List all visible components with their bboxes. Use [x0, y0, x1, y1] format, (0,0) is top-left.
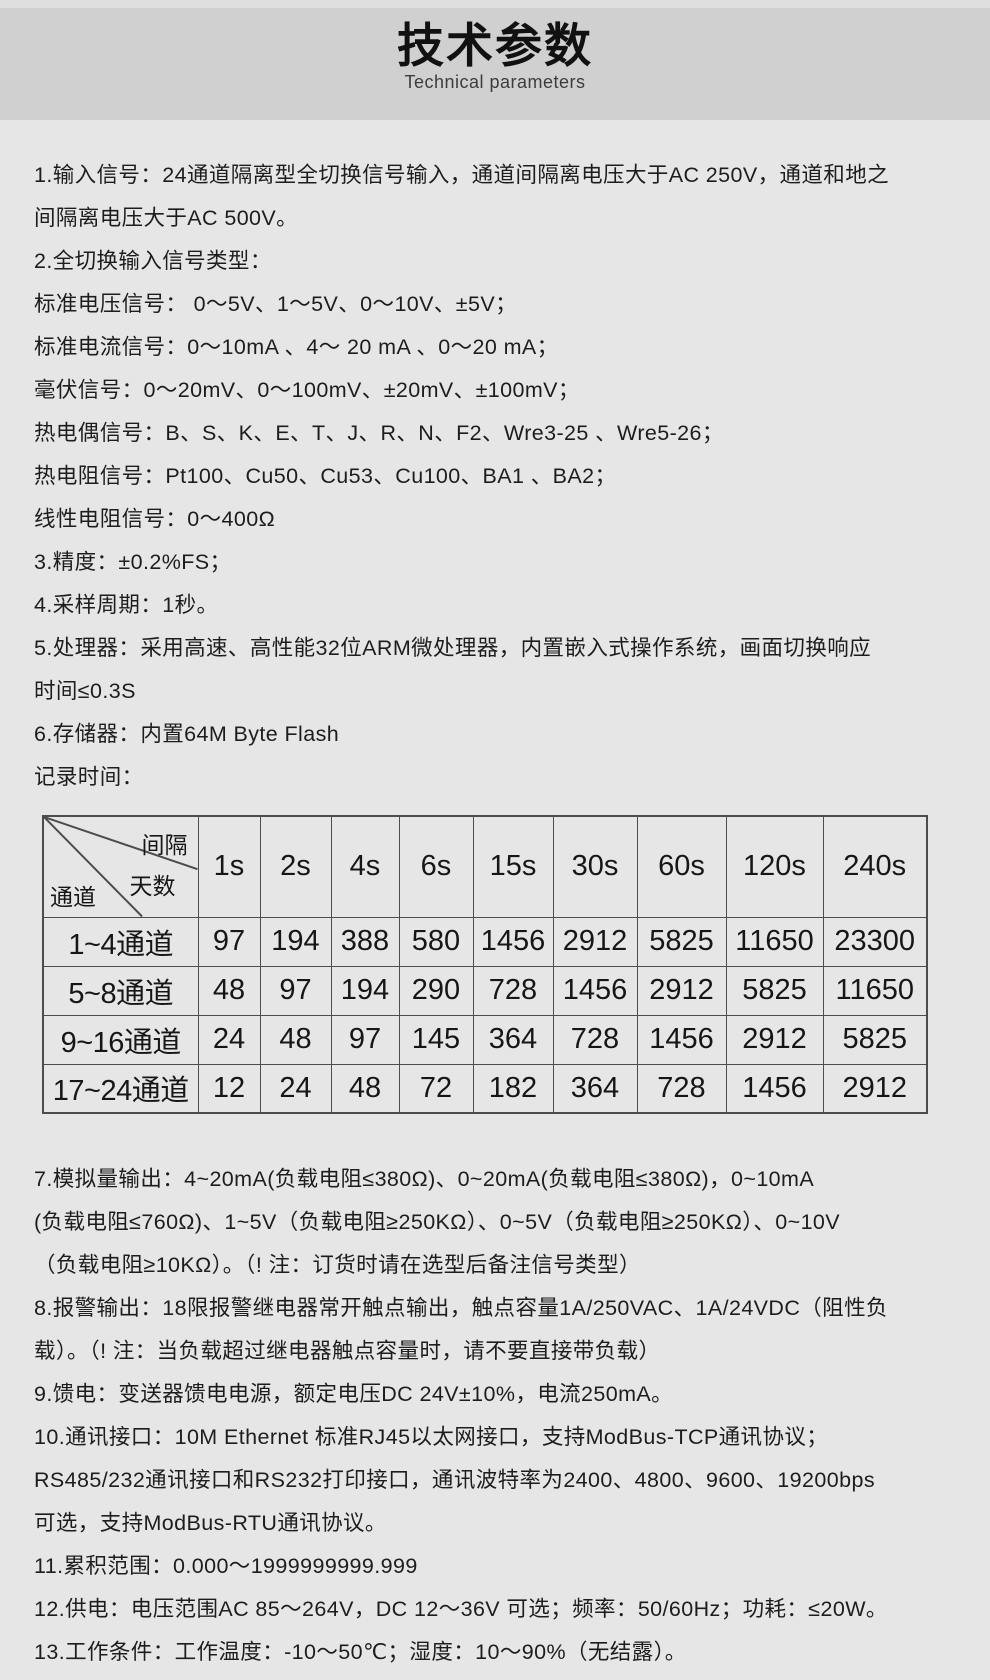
cell: 2912: [552, 916, 638, 967]
cell: 580: [398, 916, 474, 967]
cell: 97: [197, 916, 261, 967]
page-title: 技术参数: [397, 19, 593, 72]
spec-line-comm-interface-cont1: RS485/232通讯接口和RS232打印接口，通讯波特率为2400、4800、…: [34, 1468, 875, 1492]
table-row-ch17-24: 17~24通道 12 24 48 72 182 364 728 1456 291…: [42, 1063, 928, 1114]
cell: 97: [259, 965, 332, 1016]
cell: 2912: [822, 1063, 928, 1114]
cell: 11650: [725, 916, 824, 967]
column-header-2s: 2s: [259, 815, 332, 918]
cell: 194: [259, 916, 332, 967]
cell: 1456: [472, 916, 554, 967]
spec-line-sampling-period: 4.采样周期：1秒。: [34, 593, 219, 617]
content: 1.输入信号：24通道隔离型全切换信号输入，通道间隔离电压大于AC 250V，通…: [0, 120, 990, 1674]
spec-line-working-conditions: 13.工作条件：工作温度：-10～50℃；湿度：10～90%（无结露）。: [34, 1640, 687, 1664]
cell: 728: [552, 1014, 638, 1065]
table-header-row: 间隔 天数 通道 1s 2s 4s 6s 15s 30s 60s 120s 24…: [42, 815, 928, 918]
table-row-ch1-4: 1~4通道 97 194 388 580 1456 2912 5825 1165…: [42, 916, 928, 967]
cell: 728: [636, 1063, 727, 1114]
cell: 48: [197, 965, 261, 1016]
row-label: 9~16通道: [42, 1014, 199, 1065]
spec-line-alarm-output: 8.报警输出：18限报警继电器常开触点输出，触点容量1A/250VAC、1A/2…: [34, 1296, 888, 1320]
corner-label-days: 天数: [129, 872, 176, 899]
spec-line-feed-power: 9.馈电：变送器馈电电源，额定电压DC 24V±10%，电流250mA。: [34, 1382, 674, 1406]
top-strip: [0, 0, 990, 8]
column-header-1s: 1s: [197, 815, 261, 918]
cell: 5825: [725, 965, 824, 1016]
column-header-30s: 30s: [552, 815, 638, 918]
spec-line-rtd-signal: 热电阻信号：Pt100、Cu50、Cu53、Cu100、BA1 、BA2；: [34, 464, 617, 488]
cell: 364: [472, 1014, 554, 1065]
spec-line-current-signal: 标准电流信号：0～10mA 、4～ 20 mA 、0～20 mA；: [34, 335, 559, 359]
spec-line-alarm-output-cont: 载）。（! 注：当负载超过继电器触点容量时，请不要直接带负载）: [34, 1339, 661, 1363]
spec-line-record-time-label: 记录时间：: [34, 765, 144, 789]
cell: 5825: [636, 916, 727, 967]
table-row-ch9-16: 9~16通道 24 48 97 145 364 728 1456 2912 58…: [42, 1014, 928, 1065]
spec-line-voltage-signal: 标准电压信号： 0～5V、1～5V、0～10V、±5V；: [34, 292, 517, 316]
cell: 1456: [725, 1063, 824, 1114]
spec-line-millivolt-signal: 毫伏信号：0～20mV、0～100mV、±20mV、±100mV；: [34, 378, 580, 402]
row-label: 1~4通道: [42, 916, 199, 967]
spec-line-thermocouple-signal: 热电偶信号：B、S、K、E、T、J、R、N、F2、Wre3-25 、Wre5-2…: [34, 421, 724, 445]
cell: 2912: [725, 1014, 824, 1065]
spec-line-memory: 6.存储器：内置64M Byte Flash: [34, 722, 340, 746]
cell: 145: [398, 1014, 474, 1065]
column-header-60s: 60s: [636, 815, 727, 918]
cell: 23300: [822, 916, 928, 967]
cell: 364: [552, 1063, 638, 1114]
cell: 24: [259, 1063, 332, 1114]
cell: 1456: [552, 965, 638, 1016]
spec-line-analog-output: 7.模拟量输出：4~20mA(负载电阻≤380Ω)、0~20mA(负载电阻≤38…: [34, 1167, 815, 1191]
column-header-6s: 6s: [398, 815, 474, 918]
column-header-240s: 240s: [822, 815, 928, 918]
spec-line-comm-interface: 10.通讯接口：10M Ethernet 标准RJ45以太网接口，支持ModBu…: [34, 1425, 829, 1449]
cell: 1456: [636, 1014, 727, 1065]
spec-line-linear-resistance: 线性电阻信号：0～400Ω: [34, 507, 276, 531]
spec-line-input-signal: 1.输入信号：24通道隔离型全切换信号输入，通道间隔离电压大于AC 250V，通…: [34, 163, 890, 187]
record-time-table: 间隔 天数 通道 1s 2s 4s 6s 15s 30s 60s 120s 24…: [42, 815, 928, 1114]
spec-line-processor-cont: 时间≤0.3S: [34, 679, 136, 703]
spec-line-power-supply: 12.供电：电压范围AC 85～264V，DC 12～36V 可选；频率：50/…: [34, 1597, 888, 1621]
cell: 12: [197, 1063, 261, 1114]
cell: 388: [330, 916, 400, 967]
spec-line-processor: 5.处理器：采用高速、高性能32位ARM微处理器，内置嵌入式操作系统，画面切换响…: [34, 636, 872, 660]
spec-line-accumulation-range: 11.累积范围：0.000～1999999999.999: [34, 1554, 418, 1578]
column-header-120s: 120s: [725, 815, 824, 918]
cell: 194: [330, 965, 400, 1016]
spec-line-comm-interface-cont2: 可选，支持ModBus-RTU通讯协议。: [34, 1511, 387, 1535]
cell: 2912: [636, 965, 727, 1016]
column-header-4s: 4s: [330, 815, 400, 918]
corner-label-interval: 间隔: [141, 832, 188, 858]
page-subtitle: Technical parameters: [404, 71, 586, 92]
spec-line-signal-types: 2.全切换输入信号类型：: [34, 249, 272, 273]
corner-label-channel: 通道: [50, 883, 96, 910]
cell: 290: [398, 965, 474, 1016]
spec-line-analog-output-cont1: (负载电阻≤760Ω)、1~5V（负载电阻≥250KΩ）、0~5V（负载电阻≥2…: [34, 1210, 841, 1234]
table-row-ch5-8: 5~8通道 48 97 194 290 728 1456 2912 5825 1…: [42, 965, 928, 1016]
row-label: 17~24通道: [42, 1063, 199, 1114]
cell: 48: [330, 1063, 400, 1114]
cell: 5825: [822, 1014, 928, 1065]
diagonal-divider-lines: [44, 817, 198, 917]
spec-line-analog-output-cont2: （负载电阻≥10KΩ）。（! 注：订货时请在选型后备注信号类型）: [34, 1253, 641, 1277]
cell: 24: [197, 1014, 261, 1065]
cell: 728: [472, 965, 554, 1016]
cell: 11650: [822, 965, 928, 1016]
table-corner-cell: 间隔 天数 通道: [42, 815, 199, 918]
cell: 97: [330, 1014, 400, 1065]
cell: 48: [259, 1014, 332, 1065]
column-header-15s: 15s: [472, 815, 554, 918]
cell: 72: [398, 1063, 474, 1114]
row-label: 5~8通道: [42, 965, 199, 1016]
cell: 182: [472, 1063, 554, 1114]
spec-line-accuracy: 3.精度：±0.2%FS；: [34, 550, 232, 574]
header-band: 技术参数 Technical parameters: [0, 8, 990, 120]
spec-line-input-signal-cont: 间隔离电压大于AC 500V。: [34, 206, 299, 230]
